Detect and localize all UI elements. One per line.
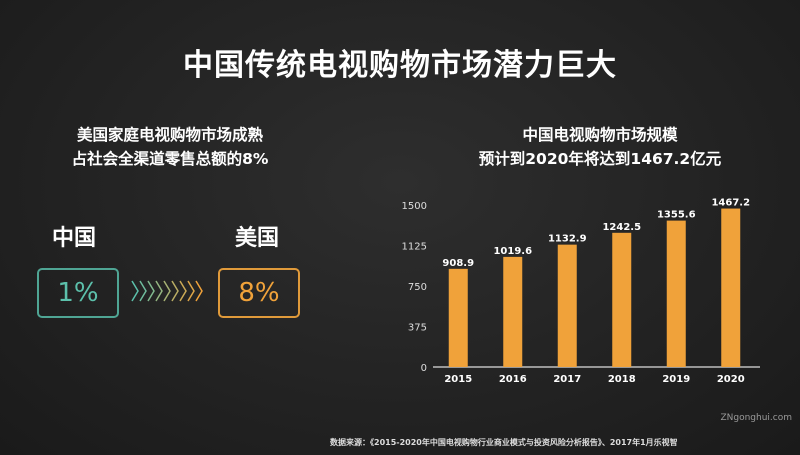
x-tick-label: 2015 (444, 374, 472, 385)
y-tick-label: 1500 (402, 201, 427, 212)
data-label: 1132.9 (548, 234, 587, 245)
chart-title-line: 预计到2020年将达到1467.2亿元 (478, 150, 722, 168)
chart-title-line: 中国电视购物市场规模 (522, 126, 678, 144)
chevron-icon (147, 280, 155, 302)
x-tick-label: 2018 (608, 374, 636, 385)
bar (557, 244, 577, 367)
left-subtitle-line: 美国家庭电视购物市场成熟 (76, 126, 263, 144)
y-tick-label: 0 (421, 363, 427, 374)
usa-value-box: 8% (218, 268, 300, 318)
chevron-icon (155, 280, 163, 302)
bar (666, 220, 686, 367)
data-label: 908.9 (442, 258, 474, 269)
chevron-icon (163, 280, 171, 302)
data-label: 1467.2 (711, 198, 750, 209)
usa-label: 美国 (235, 226, 280, 251)
page-title: 中国传统电视购物市场潜力巨大 (183, 48, 617, 83)
chevrons-arrow-icon (131, 280, 203, 302)
footnote: 数据来源：《2015-2020年中国电视购物行业商业模式与投资风险分析报告》、2… (330, 438, 678, 447)
x-tick-label: 2016 (499, 374, 527, 385)
china-label: 中国 (52, 226, 97, 251)
data-label: 1355.6 (657, 210, 696, 221)
x-tick-label: 2017 (553, 374, 581, 385)
chevron-icon (187, 280, 195, 302)
chevron-icon (131, 280, 139, 302)
data-label: 1019.6 (493, 246, 532, 257)
bar (448, 268, 468, 367)
chart-title: 中国电视购物市场规模 预计到2020年将达到1467.2亿元 (440, 123, 760, 171)
x-tick-label: 2019 (662, 374, 690, 385)
y-tick-label: 375 (408, 323, 427, 334)
chevron-icon (179, 280, 187, 302)
china-value-box: 1% (37, 268, 119, 318)
watermark: ZNgonghui.com (720, 413, 792, 423)
chevron-icon (139, 280, 147, 302)
chevron-icon (171, 280, 179, 302)
y-tick-label: 750 (408, 282, 427, 293)
left-subtitle-line: 占社会全渠道零售总额的8% (71, 150, 269, 168)
left-subtitle: 美国家庭电视购物市场成熟 占社会全渠道零售总额的8% (40, 123, 300, 171)
data-label: 1242.5 (602, 222, 641, 233)
chevron-icon (195, 280, 203, 302)
y-tick-label: 1125 (402, 242, 427, 253)
bar (503, 256, 523, 367)
bar (721, 208, 741, 367)
bar (612, 232, 632, 367)
x-tick-label: 2020 (717, 374, 745, 385)
